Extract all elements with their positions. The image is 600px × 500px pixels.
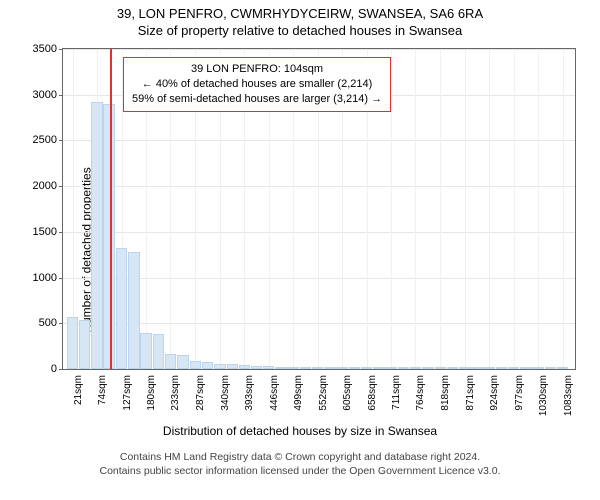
xtick-label: 446sqm bbox=[269, 375, 280, 411]
histogram-bar bbox=[263, 366, 275, 369]
xtick-label: 1083sqm bbox=[563, 375, 574, 416]
histogram-bar bbox=[91, 102, 103, 369]
gridline-h bbox=[63, 278, 575, 279]
histogram-bar bbox=[398, 367, 410, 369]
histogram-bar bbox=[410, 367, 422, 369]
histogram-bar bbox=[373, 367, 385, 369]
histogram-bar bbox=[287, 367, 299, 369]
histogram-bar bbox=[67, 317, 79, 369]
gridline-v bbox=[415, 49, 416, 369]
histogram-bar bbox=[532, 367, 544, 369]
histogram-bar bbox=[79, 320, 91, 369]
histogram-bar bbox=[349, 367, 361, 369]
ytick-label: 3000 bbox=[33, 89, 63, 101]
histogram-bar bbox=[447, 367, 459, 369]
xtick-label: 1030sqm bbox=[538, 375, 549, 416]
gridline-h bbox=[63, 232, 575, 233]
gridline-h bbox=[63, 140, 575, 141]
ytick-label: 3500 bbox=[33, 43, 63, 55]
gridline-v bbox=[489, 49, 490, 369]
xtick-label: 233sqm bbox=[170, 375, 181, 411]
histogram-bar bbox=[385, 367, 397, 369]
xtick-label: 658sqm bbox=[367, 375, 378, 411]
xtick-label: 552sqm bbox=[318, 375, 329, 411]
xtick-label: 340sqm bbox=[220, 375, 231, 411]
histogram-bar bbox=[214, 364, 226, 369]
histogram-bar bbox=[496, 367, 508, 369]
ytick-label: 500 bbox=[39, 317, 63, 329]
histogram-bar bbox=[312, 367, 324, 369]
page-title: 39, LON PENFRO, CWMRHYDYCEIRW, SWANSEA, … bbox=[0, 0, 600, 21]
page-subtitle: Size of property relative to detached ho… bbox=[0, 21, 600, 38]
histogram-bar bbox=[177, 355, 189, 369]
xtick-label: 21sqm bbox=[73, 375, 84, 405]
histogram-bar bbox=[520, 367, 532, 369]
ytick-label: 1500 bbox=[33, 226, 63, 238]
property-marker-line bbox=[110, 49, 112, 369]
gridline-v bbox=[563, 49, 564, 369]
gridline-h bbox=[63, 49, 575, 50]
xtick-label: 711sqm bbox=[391, 375, 402, 410]
x-axis-label: Distribution of detached houses by size … bbox=[0, 424, 600, 438]
ytick-label: 2500 bbox=[33, 134, 63, 146]
histogram-bar bbox=[202, 362, 214, 369]
histogram-bar bbox=[275, 367, 287, 369]
histogram-bar bbox=[128, 252, 140, 369]
gridline-h bbox=[63, 323, 575, 324]
gridline-v bbox=[391, 49, 392, 369]
annotation-line2: ← 40% of detached houses are smaller (2,… bbox=[132, 77, 382, 92]
histogram-bar bbox=[557, 367, 569, 369]
histogram-bar bbox=[165, 354, 177, 369]
histogram-bar bbox=[361, 367, 373, 369]
histogram-bar bbox=[483, 367, 495, 369]
histogram-bar bbox=[545, 367, 557, 369]
histogram-bar bbox=[435, 367, 447, 369]
ytick-label: 2000 bbox=[33, 180, 63, 192]
xtick-label: 818sqm bbox=[440, 375, 451, 411]
histogram-bar bbox=[153, 334, 165, 369]
gridline-v bbox=[465, 49, 466, 369]
histogram-bar bbox=[336, 367, 348, 369]
histogram-bar bbox=[227, 364, 239, 369]
histogram-bar bbox=[116, 248, 128, 369]
histogram-bar bbox=[300, 367, 312, 369]
xtick-label: 924sqm bbox=[489, 375, 500, 411]
xtick-label: 605sqm bbox=[342, 375, 353, 411]
credit-line-1: Contains HM Land Registry data © Crown c… bbox=[0, 450, 600, 464]
histogram-bar bbox=[459, 367, 471, 369]
histogram-bar bbox=[324, 367, 336, 369]
ytick-label: 0 bbox=[51, 363, 63, 375]
annotation-box: 39 LON PENFRO: 104sqm← 40% of detached h… bbox=[123, 57, 391, 112]
xtick-label: 764sqm bbox=[415, 375, 426, 411]
xtick-label: 499sqm bbox=[293, 375, 304, 411]
xtick-label: 393sqm bbox=[244, 375, 255, 411]
xtick-label: 287sqm bbox=[195, 375, 206, 411]
histogram-bar bbox=[190, 361, 202, 369]
histogram-bar bbox=[471, 367, 483, 369]
xtick-label: 871sqm bbox=[465, 375, 476, 411]
xtick-label: 74sqm bbox=[97, 375, 108, 405]
histogram-bar bbox=[422, 367, 434, 369]
gridline-v bbox=[514, 49, 515, 369]
xtick-label: 180sqm bbox=[146, 375, 157, 411]
histogram-bar bbox=[251, 366, 263, 369]
gridline-h bbox=[63, 186, 575, 187]
histogram-bar bbox=[140, 333, 152, 369]
credit-text: Contains HM Land Registry data © Crown c… bbox=[0, 450, 600, 478]
histogram-bar bbox=[239, 365, 251, 369]
histogram-bar bbox=[508, 367, 520, 369]
gridline-v bbox=[538, 49, 539, 369]
annotation-line3: 59% of semi-detached houses are larger (… bbox=[132, 92, 382, 107]
xtick-label: 977sqm bbox=[514, 375, 525, 411]
histogram-plot: 050010001500200025003000350021sqm74sqm12… bbox=[62, 48, 576, 370]
credit-line-2: Contains public sector information licen… bbox=[0, 464, 600, 478]
ytick-label: 1000 bbox=[33, 272, 63, 284]
gridline-v bbox=[440, 49, 441, 369]
annotation-line1: 39 LON PENFRO: 104sqm bbox=[132, 62, 382, 77]
xtick-label: 127sqm bbox=[122, 375, 133, 411]
